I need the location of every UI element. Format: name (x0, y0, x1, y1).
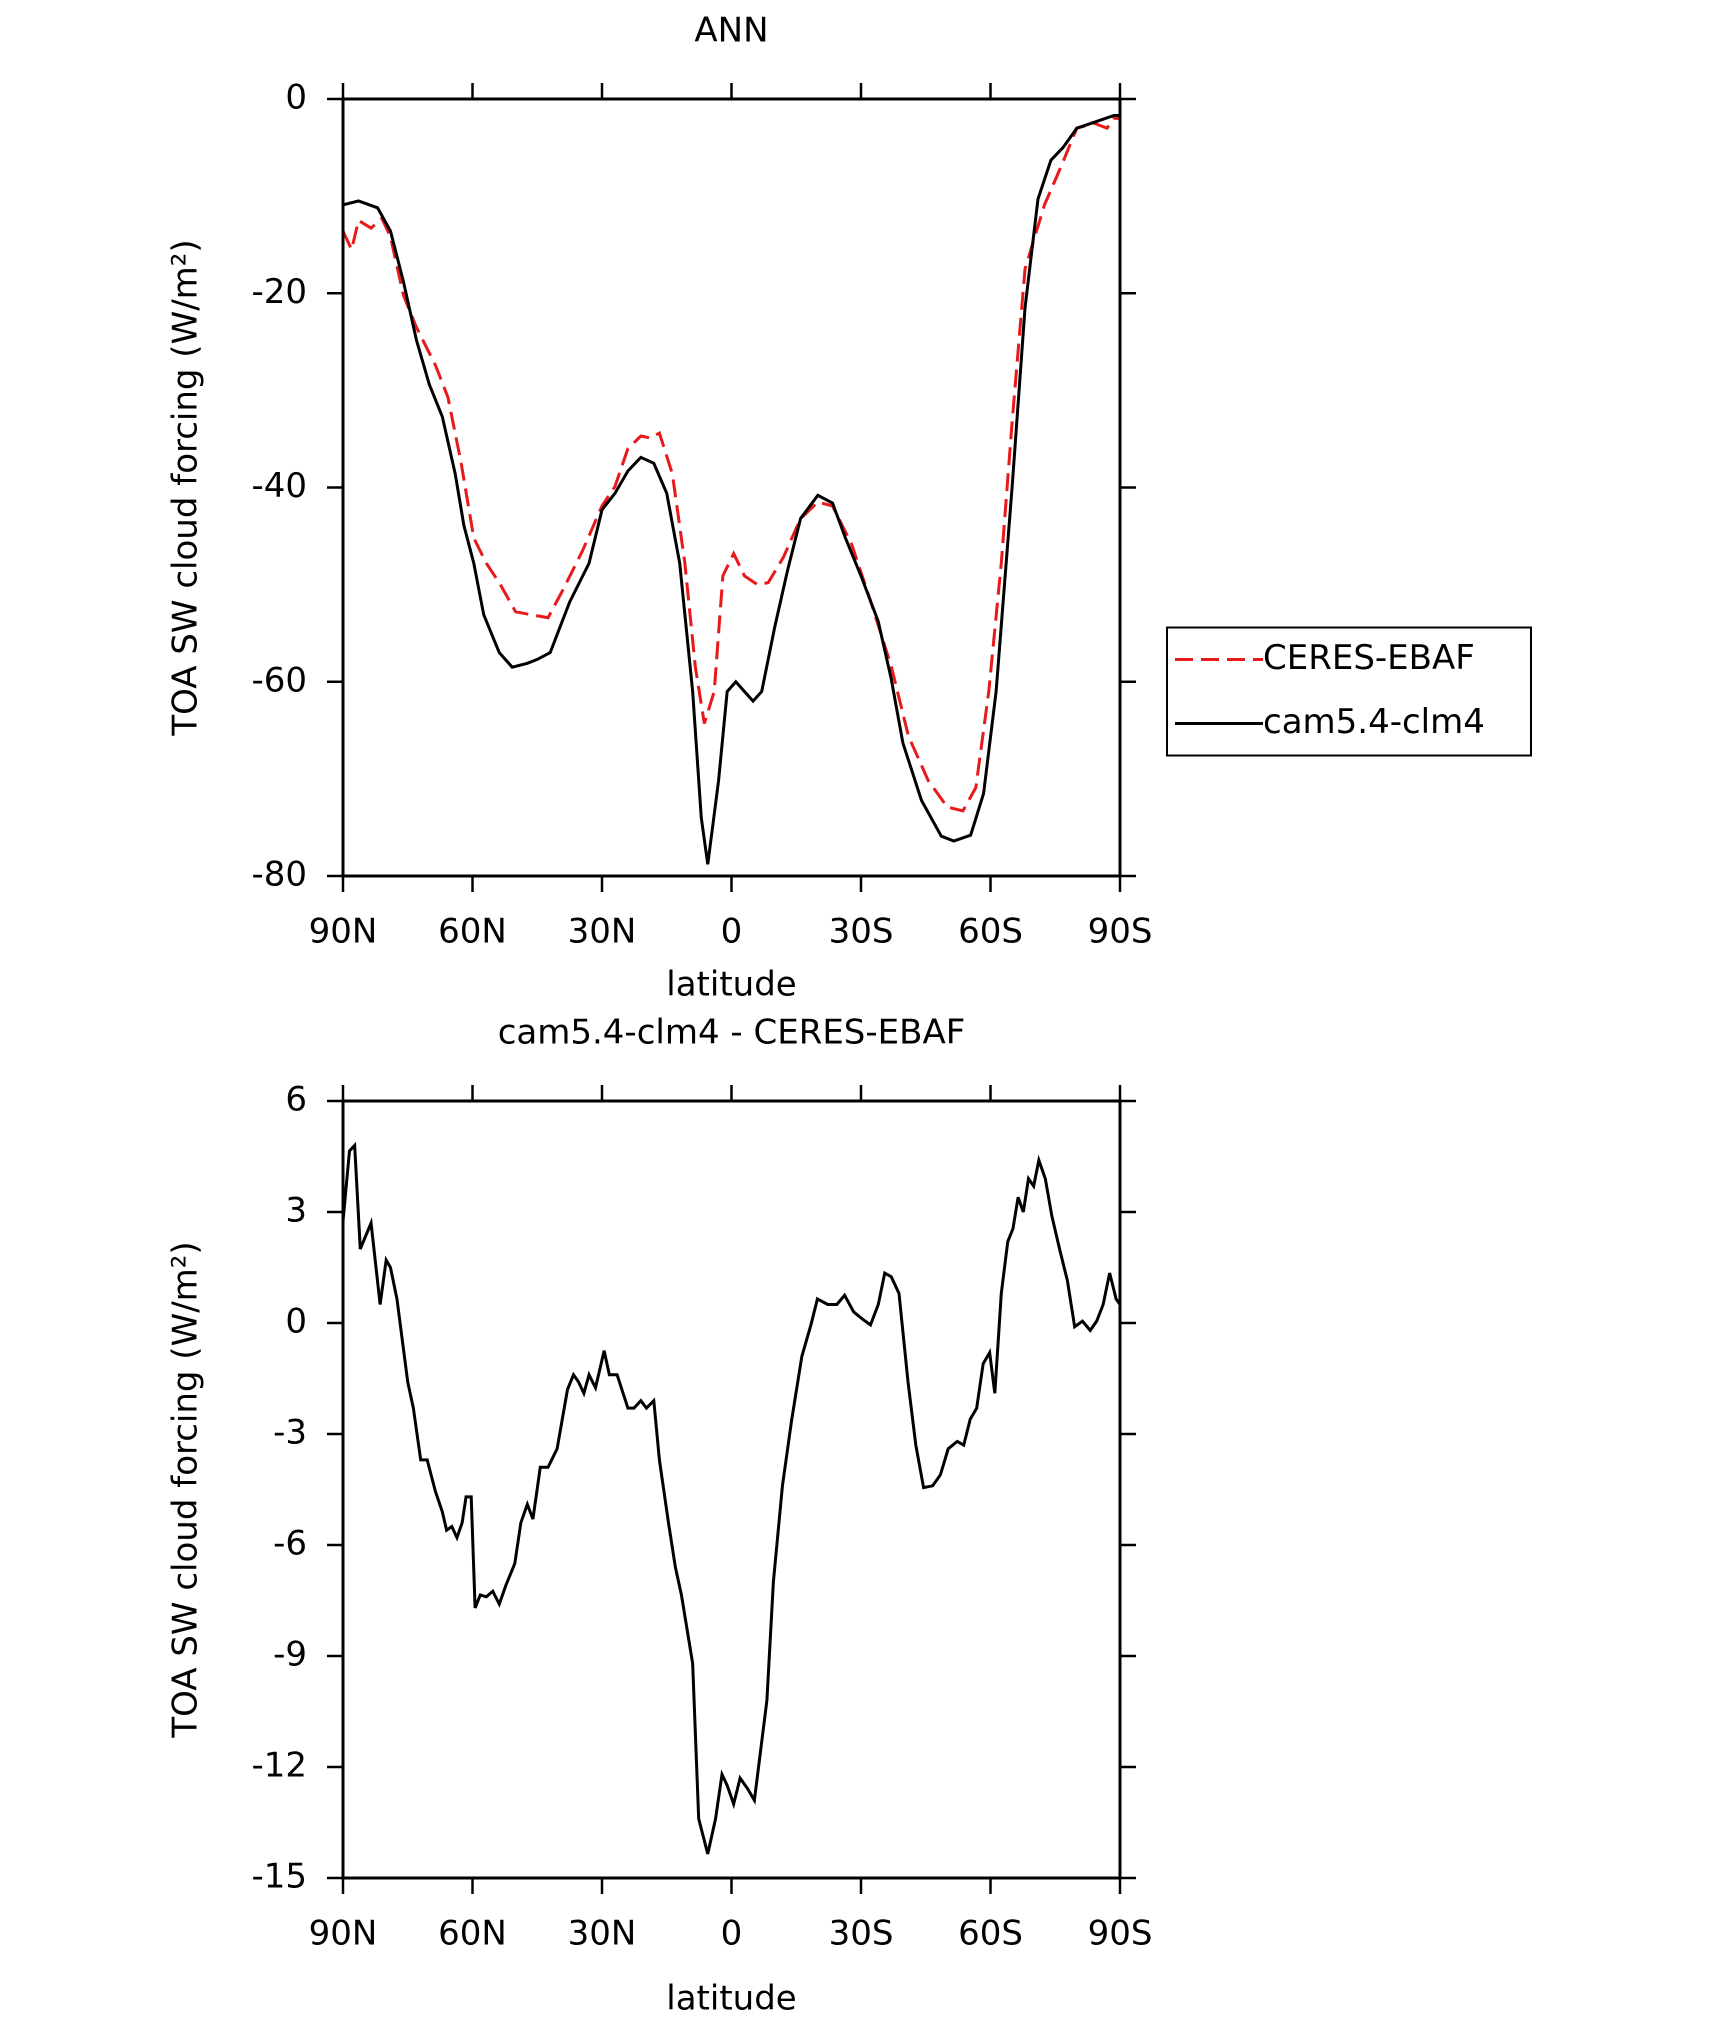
y-tick-label: -20 (251, 272, 307, 312)
y-axis-label: TOA SW cloud forcing (W/m²) (166, 1241, 206, 1738)
x-tick-label: 60N (438, 1914, 507, 1954)
chart-title: ANN (694, 11, 768, 51)
x-tick-label: 60S (958, 1914, 1023, 1954)
y-tick-label: 6 (285, 1080, 307, 1120)
x-tick-label: 90N (309, 912, 378, 952)
legend-label: CERES-EBAF (1263, 638, 1475, 678)
data-line (342, 114, 1120, 865)
y-tick-label: -6 (273, 1524, 307, 1564)
x-tick-label: 0 (721, 912, 743, 952)
y-tick-label: 0 (285, 78, 307, 118)
y-tick-label: -60 (251, 660, 307, 700)
data-line (341, 116, 1120, 813)
chart-title: cam5.4-clm4 - CERES-EBAF (498, 1013, 966, 1053)
x-tick-label: 30N (568, 1914, 637, 1954)
y-tick-label: -80 (251, 855, 307, 895)
x-tick-label: 90S (1088, 1914, 1153, 1954)
plot-frame (341, 1099, 1122, 1880)
legend-box (1166, 626, 1532, 757)
y-tick-label: -15 (251, 1857, 307, 1897)
x-axis-label: latitude (666, 965, 796, 1005)
data-line (341, 1141, 1122, 1855)
x-tick-label: 30S (829, 912, 894, 952)
x-tick-label: 90N (309, 1914, 378, 1954)
plot-frame (341, 97, 1122, 878)
x-tick-label: 0 (721, 1914, 743, 1954)
x-tick-label: 60N (438, 912, 507, 952)
x-axis-label: latitude (666, 1979, 796, 2019)
y-tick-label: 0 (285, 1302, 307, 1342)
x-tick-label: 90S (1088, 912, 1153, 952)
x-tick-label: 30N (568, 912, 637, 952)
legend-label: cam5.4-clm4 (1263, 702, 1485, 742)
y-tick-label: -12 (251, 1746, 307, 1786)
y-tick-label: -3 (273, 1413, 307, 1453)
x-tick-label: 30S (829, 1914, 894, 1954)
y-axis-label: TOA SW cloud forcing (W/m²) (166, 239, 206, 736)
y-tick-label: 3 (285, 1191, 307, 1231)
x-tick-label: 60S (958, 912, 1023, 952)
y-tick-label: -9 (273, 1635, 307, 1675)
y-tick-label: -40 (251, 466, 307, 506)
